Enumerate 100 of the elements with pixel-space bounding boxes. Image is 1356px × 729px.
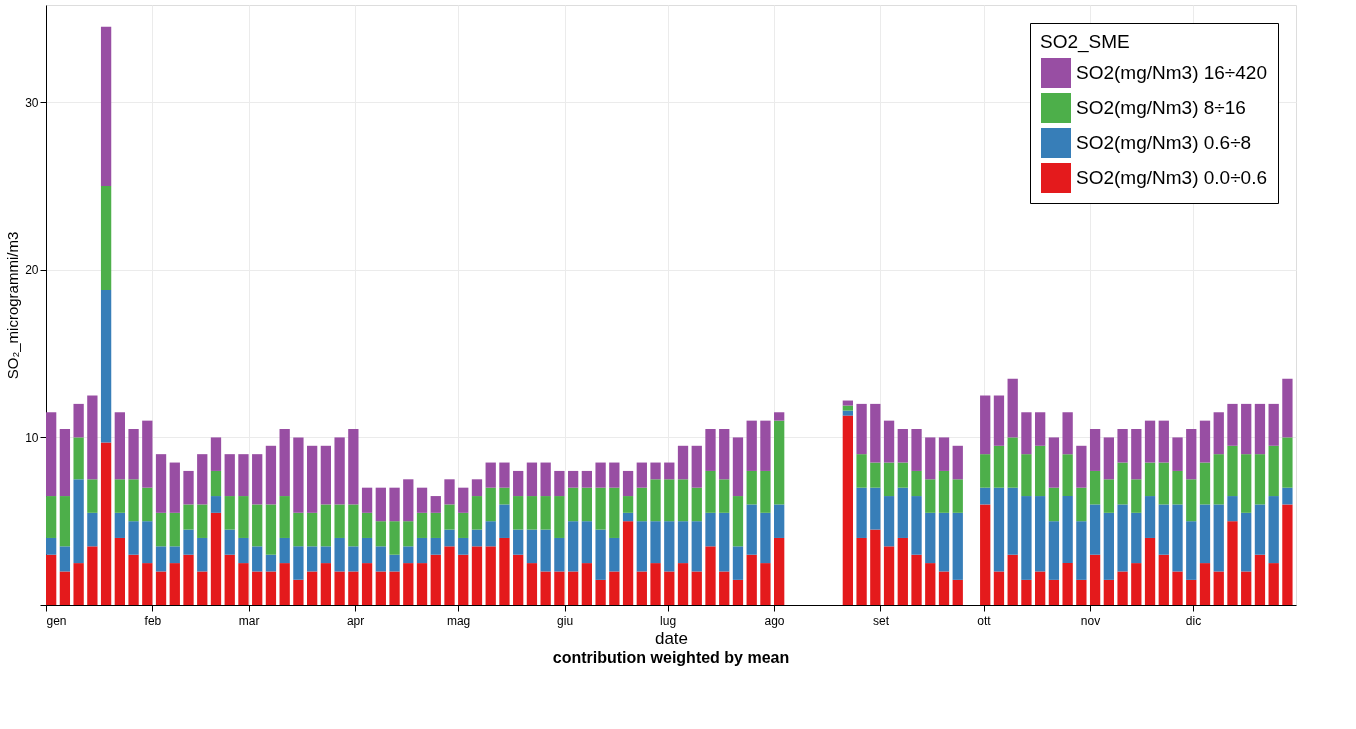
bar bbox=[334, 437, 345, 505]
bar bbox=[760, 512, 771, 564]
bar bbox=[1227, 521, 1238, 605]
bar bbox=[595, 462, 606, 488]
bar bbox=[540, 529, 551, 572]
bar bbox=[210, 512, 222, 605]
bar bbox=[375, 521, 386, 547]
bar bbox=[705, 470, 716, 513]
bar bbox=[1089, 429, 1101, 471]
bar bbox=[1076, 579, 1087, 605]
bar bbox=[334, 504, 345, 538]
bar bbox=[499, 487, 510, 505]
bar bbox=[1241, 454, 1252, 513]
bar bbox=[526, 462, 538, 497]
bar bbox=[1268, 496, 1279, 564]
bar bbox=[183, 554, 194, 605]
bar bbox=[238, 563, 249, 605]
bar bbox=[128, 521, 139, 555]
bar bbox=[348, 504, 359, 547]
bar bbox=[142, 521, 153, 564]
bar bbox=[1131, 512, 1142, 564]
bar bbox=[581, 470, 593, 488]
bar bbox=[870, 403, 881, 463]
bar bbox=[1076, 521, 1087, 580]
bar bbox=[1213, 571, 1224, 605]
bar bbox=[471, 546, 483, 605]
bar bbox=[636, 462, 647, 488]
bar bbox=[458, 512, 469, 538]
bar bbox=[595, 579, 606, 605]
bar bbox=[73, 437, 84, 480]
bar bbox=[169, 563, 180, 605]
bar bbox=[224, 529, 235, 555]
bar bbox=[100, 289, 112, 443]
bar bbox=[169, 546, 180, 564]
x-tick-label: nov bbox=[1080, 613, 1101, 628]
bar bbox=[540, 571, 551, 605]
x-tick-label: dic bbox=[1185, 613, 1202, 628]
x-axis-title: date bbox=[654, 628, 689, 648]
bar bbox=[114, 537, 125, 605]
bar bbox=[100, 26, 112, 187]
bar bbox=[499, 462, 510, 488]
bar bbox=[677, 445, 689, 480]
bar bbox=[1103, 512, 1114, 580]
bar bbox=[361, 563, 373, 605]
bar bbox=[1048, 579, 1060, 605]
bar bbox=[746, 420, 757, 471]
bar bbox=[238, 537, 249, 564]
x-tick-label: mar bbox=[238, 613, 260, 628]
bar bbox=[458, 537, 469, 555]
bar bbox=[293, 546, 304, 580]
bar bbox=[870, 462, 881, 488]
bar bbox=[114, 479, 125, 513]
bar bbox=[746, 554, 757, 605]
bar bbox=[595, 529, 606, 580]
bar bbox=[252, 571, 263, 605]
bar bbox=[73, 403, 84, 438]
bar bbox=[911, 470, 922, 497]
bar bbox=[760, 470, 771, 513]
bar bbox=[925, 563, 936, 605]
bar bbox=[595, 487, 606, 530]
bar bbox=[719, 429, 730, 480]
bar bbox=[1117, 571, 1128, 605]
bar bbox=[430, 496, 441, 513]
bar bbox=[746, 504, 757, 555]
bar bbox=[554, 571, 565, 605]
bar bbox=[1021, 579, 1032, 605]
bar bbox=[183, 504, 194, 530]
bar bbox=[1007, 378, 1018, 438]
text: contribution weighted by mean bbox=[552, 649, 790, 666]
x-tick-label: apr bbox=[346, 613, 365, 628]
bar bbox=[183, 529, 194, 555]
bar bbox=[1144, 420, 1156, 463]
bar bbox=[416, 563, 428, 605]
bar bbox=[1282, 378, 1293, 438]
bar bbox=[1254, 554, 1266, 605]
bar bbox=[993, 487, 1005, 572]
legend-label: SO2(mg/Nm3) 0.0÷0.6 bbox=[1076, 167, 1267, 188]
bar bbox=[581, 563, 593, 605]
bar bbox=[389, 571, 400, 605]
x-tick-label: mag bbox=[446, 613, 471, 628]
bar bbox=[46, 554, 57, 605]
bar bbox=[361, 537, 373, 564]
bar bbox=[993, 571, 1005, 605]
bar bbox=[1158, 462, 1169, 505]
bar bbox=[320, 546, 332, 564]
x-tick-label: set bbox=[872, 613, 890, 628]
bar bbox=[581, 521, 593, 564]
bar bbox=[1268, 563, 1279, 605]
bar bbox=[925, 437, 936, 480]
bar bbox=[705, 429, 716, 471]
bar bbox=[320, 445, 332, 505]
bar bbox=[403, 479, 414, 522]
bar bbox=[567, 470, 579, 488]
bar bbox=[265, 445, 277, 505]
bar bbox=[1268, 445, 1279, 497]
bar bbox=[1213, 412, 1224, 455]
bar bbox=[677, 479, 689, 522]
bar bbox=[1131, 429, 1142, 480]
bar bbox=[691, 487, 702, 522]
bar bbox=[458, 554, 469, 605]
